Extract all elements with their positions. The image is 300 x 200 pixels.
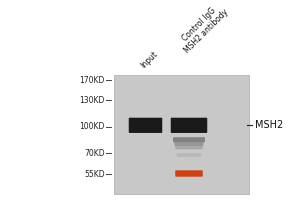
Text: 170KD: 170KD: [79, 76, 104, 85]
Text: Input: Input: [139, 49, 160, 70]
FancyBboxPatch shape: [175, 145, 203, 149]
Text: 130KD: 130KD: [79, 96, 104, 105]
FancyBboxPatch shape: [171, 118, 207, 133]
Bar: [114, 75, 249, 194]
Text: 100KD: 100KD: [79, 122, 104, 131]
FancyBboxPatch shape: [175, 170, 203, 177]
Text: MSH2: MSH2: [255, 120, 283, 130]
FancyBboxPatch shape: [173, 137, 205, 142]
Text: Control IgG
MSH2 antibody: Control IgG MSH2 antibody: [175, 1, 230, 55]
Text: 70KD: 70KD: [84, 149, 104, 158]
Text: 55KD: 55KD: [84, 170, 104, 179]
FancyBboxPatch shape: [175, 142, 203, 146]
FancyBboxPatch shape: [129, 118, 162, 133]
FancyBboxPatch shape: [177, 153, 201, 157]
